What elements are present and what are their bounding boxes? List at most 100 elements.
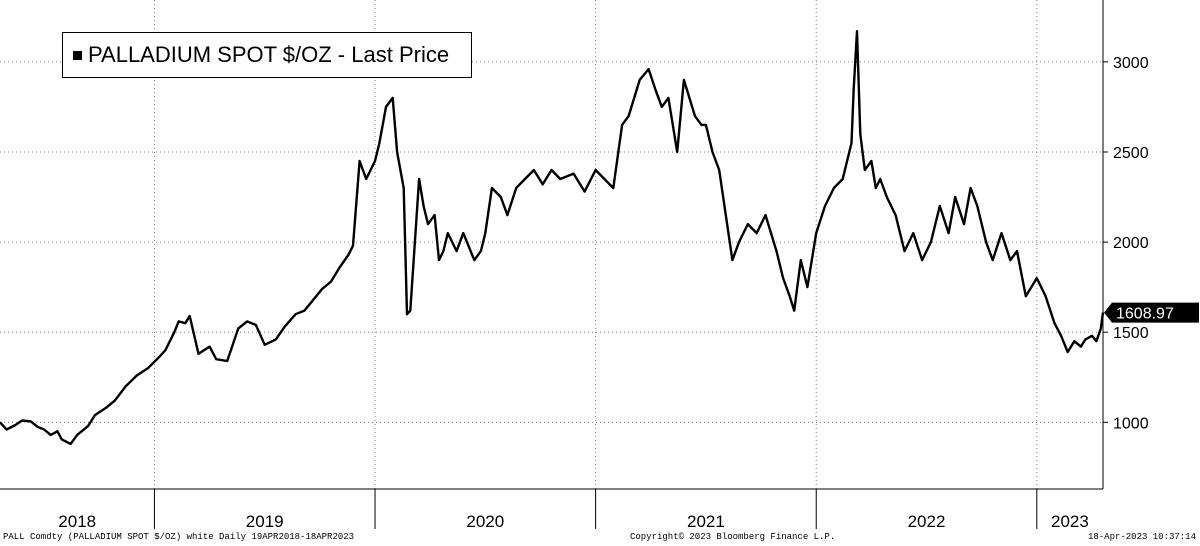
y-tick-label: 2500 — [1113, 145, 1149, 162]
x-tick-label: 2021 — [687, 512, 725, 531]
data-point — [976, 205, 978, 207]
data-point — [473, 259, 475, 261]
data-point — [903, 250, 906, 252]
data-point — [654, 88, 656, 90]
data-point — [870, 160, 872, 162]
data-point — [147, 367, 149, 369]
data-point — [738, 241, 740, 243]
data-point — [1016, 250, 1018, 252]
data-point — [339, 266, 341, 268]
data-point — [164, 349, 167, 351]
data-point — [875, 187, 877, 189]
data-point — [69, 443, 72, 445]
data-point — [954, 196, 956, 198]
data-point — [76, 434, 78, 436]
data-point — [1080, 346, 1082, 348]
data-point — [747, 223, 749, 225]
data-point — [14, 424, 17, 426]
data-point — [639, 79, 641, 81]
data-point — [61, 438, 63, 441]
y-tick-label: 2000 — [1113, 235, 1149, 252]
data-point — [912, 232, 914, 234]
data-point — [433, 214, 436, 216]
data-point — [94, 414, 96, 416]
data-point — [385, 106, 387, 108]
data-point — [30, 420, 32, 423]
footer-ticker-info: PALL Comdty (PALLADIUM SPOT $/OZ) white … — [3, 532, 355, 542]
data-point — [506, 214, 508, 216]
data-point — [396, 151, 398, 153]
data-point — [491, 187, 493, 189]
data-point — [800, 259, 802, 261]
data-point — [683, 79, 685, 81]
data-point — [559, 178, 561, 180]
data-point — [378, 142, 381, 144]
data-point — [136, 374, 138, 377]
data-point — [853, 88, 855, 90]
data-point — [321, 288, 323, 290]
data-point — [985, 241, 987, 243]
data-point — [1036, 277, 1038, 279]
data-point — [215, 358, 217, 360]
data-point — [676, 151, 678, 153]
data-point — [595, 169, 597, 171]
data-point — [793, 309, 795, 312]
data-point — [1025, 295, 1027, 297]
data-point — [21, 419, 23, 422]
data-point — [583, 191, 586, 193]
data-point — [374, 160, 376, 162]
data-point — [864, 169, 866, 171]
data-point — [661, 106, 663, 108]
data-point — [114, 400, 116, 402]
data-point — [806, 286, 808, 288]
data-point — [295, 313, 297, 315]
series-line — [0, 30, 1105, 446]
data-point — [189, 315, 191, 317]
data-point — [36, 426, 39, 428]
data-point — [833, 187, 835, 189]
data-point — [1045, 295, 1047, 297]
data-point — [930, 241, 932, 243]
x-tick-label: 2023 — [1051, 512, 1089, 531]
data-point — [731, 259, 733, 261]
data-point — [409, 309, 411, 312]
data-point — [921, 259, 923, 261]
x-tick-label: 2022 — [908, 512, 946, 531]
x-tick-label: 2019 — [246, 512, 284, 531]
data-point — [358, 160, 361, 162]
footer-copyright: Copyright© 2023 Bloomberg Finance L.P. — [630, 532, 836, 542]
data-point — [43, 428, 45, 431]
chart-legend: PALLADIUM SPOT $/OZ - Last Price — [62, 32, 472, 78]
data-point — [756, 232, 758, 234]
data-point — [764, 214, 767, 216]
data-point — [422, 205, 425, 207]
grid-lines — [0, 0, 1103, 489]
data-point — [480, 250, 482, 252]
data-point — [56, 430, 58, 432]
data-point — [700, 124, 703, 126]
x-tick-label: 2018 — [58, 512, 96, 531]
data-point — [1084, 338, 1086, 341]
data-point — [283, 326, 286, 328]
data-point — [1095, 340, 1097, 342]
data-point — [542, 183, 544, 186]
data-point — [550, 169, 553, 171]
data-point — [178, 320, 180, 322]
data-point — [859, 133, 861, 135]
data-point — [226, 360, 228, 362]
data-point — [1091, 335, 1093, 337]
data-point — [330, 281, 332, 283]
data-point — [824, 205, 826, 207]
data-point — [1000, 232, 1003, 234]
data-point — [312, 299, 314, 301]
data-point — [484, 232, 486, 234]
data-point — [125, 385, 127, 387]
data-point — [842, 178, 844, 180]
data-point — [603, 178, 606, 180]
data-point — [705, 124, 707, 126]
axes: 1000 1500 2000 2500 3000 2018 2019 2020 2021 2022… — [0, 0, 1199, 531]
data-point — [456, 250, 458, 252]
data-point — [303, 309, 306, 312]
data-point — [1067, 351, 1069, 353]
